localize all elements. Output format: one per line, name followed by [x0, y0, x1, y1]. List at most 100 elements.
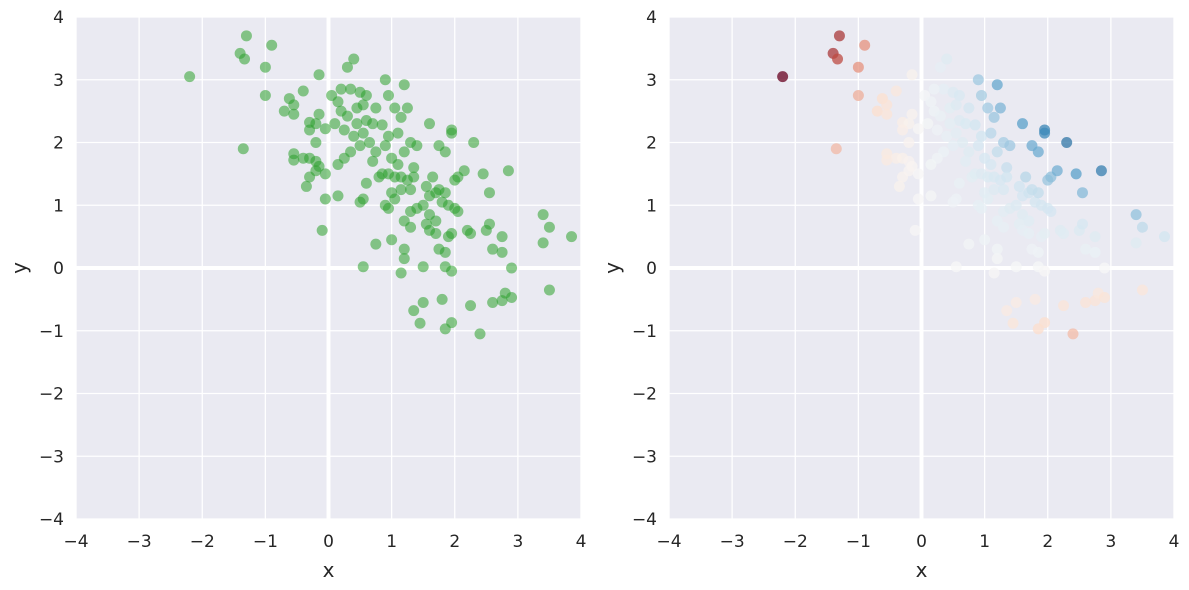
data-point: [975, 130, 987, 142]
y-axis-label: y: [600, 262, 624, 274]
data-point: [452, 206, 464, 218]
data-point: [351, 118, 363, 130]
data-point: [408, 162, 420, 174]
y-tick-label: 4: [646, 8, 657, 28]
data-point: [259, 61, 271, 73]
y-tick-label: −3: [39, 447, 64, 467]
data-point: [871, 105, 883, 117]
data-point: [338, 124, 350, 136]
data-point: [446, 127, 458, 139]
data-point: [957, 137, 969, 148]
data-point: [446, 227, 458, 239]
data-point: [474, 328, 486, 340]
data-point: [1136, 284, 1148, 296]
y-tick-label: 2: [53, 134, 64, 154]
data-point: [506, 291, 518, 303]
data-point: [897, 124, 909, 136]
data-point: [401, 102, 413, 114]
x-tick-label: −4: [656, 532, 681, 552]
data-point: [1010, 297, 1022, 309]
data-point: [313, 69, 325, 81]
data-point: [288, 154, 300, 166]
x-tick-label: −4: [63, 532, 88, 552]
data-point: [1010, 261, 1022, 273]
data-point: [382, 202, 394, 214]
data-point: [1039, 227, 1051, 239]
data-point: [430, 215, 442, 227]
data-point: [1001, 171, 1013, 183]
data-point: [354, 140, 366, 152]
x-tick-label: −1: [253, 532, 278, 552]
x-tick-label: −2: [190, 532, 215, 552]
data-point: [950, 193, 962, 205]
data-point: [1130, 237, 1142, 249]
data-point: [903, 137, 915, 148]
data-point: [925, 96, 937, 108]
data-point: [502, 165, 514, 177]
y-tick-label: −2: [632, 385, 657, 405]
data-point: [1023, 227, 1035, 239]
data-point: [184, 71, 196, 83]
x-tick-label: −3: [720, 532, 745, 552]
x-tick-label: −1: [846, 532, 871, 552]
data-point: [1080, 243, 1092, 255]
data-point: [1032, 146, 1044, 158]
data-point: [1099, 291, 1111, 303]
data-point: [537, 237, 549, 249]
data-point: [427, 171, 439, 183]
data-point: [1076, 218, 1088, 230]
data-point: [367, 155, 379, 167]
data-point: [414, 317, 426, 329]
x-tick-label: −3: [127, 532, 152, 552]
data-point: [941, 53, 953, 65]
data-point: [944, 118, 956, 130]
y-tick-label: −4: [39, 510, 64, 530]
data-point: [392, 158, 404, 170]
data-point: [389, 193, 401, 205]
data-point: [953, 89, 965, 101]
data-point: [341, 110, 353, 122]
data-point: [963, 238, 975, 250]
y-tick-label: 3: [53, 71, 64, 91]
data-point: [830, 143, 842, 155]
data-point: [1076, 187, 1088, 199]
data-point: [931, 124, 943, 136]
data-point: [982, 193, 994, 205]
x-tick-label: 0: [916, 532, 927, 552]
data-point: [1070, 168, 1082, 180]
data-point: [934, 110, 946, 122]
data-point: [446, 317, 458, 329]
data-point: [468, 137, 480, 148]
data-point: [439, 146, 451, 158]
x-tick-label: 4: [576, 532, 587, 552]
data-point: [332, 96, 344, 108]
data-point: [446, 265, 458, 277]
data-point: [1089, 231, 1101, 243]
data-point: [392, 127, 404, 139]
data-point: [833, 30, 845, 42]
y-tick-label: 3: [646, 71, 657, 91]
data-point: [975, 202, 987, 214]
scatter-panel-right: −4 −3 −2 −1 0 1 2 3 4 −4 −3 −2 −1 0 1 2 3 4 x y: [600, 8, 1179, 582]
y-tick-label: 1: [646, 196, 657, 216]
data-point: [319, 123, 331, 135]
data-point: [398, 253, 410, 265]
data-point: [852, 89, 864, 101]
data-point: [379, 74, 391, 86]
data-point: [988, 111, 1000, 123]
data-point: [963, 146, 975, 158]
data-point: [1099, 262, 1111, 274]
data-point: [329, 118, 341, 130]
data-point: [963, 102, 975, 114]
data-point: [543, 221, 555, 233]
data-point: [1013, 180, 1025, 192]
x-tick-label: 4: [1169, 532, 1180, 552]
data-point: [998, 221, 1010, 233]
data-point: [1159, 231, 1171, 243]
data-point: [458, 165, 470, 177]
data-point: [417, 297, 429, 309]
data-point: [395, 111, 407, 123]
data-point: [382, 89, 394, 101]
data-point: [906, 69, 918, 81]
